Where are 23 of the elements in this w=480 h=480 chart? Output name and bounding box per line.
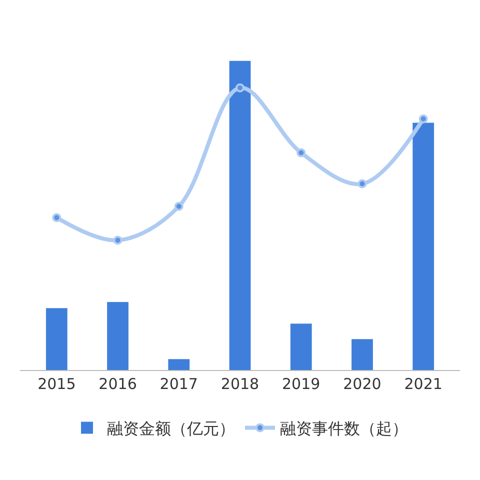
x-tick-label: 2018 (220, 375, 260, 393)
point (236, 83, 244, 92)
bar (290, 324, 312, 370)
x-tick-label: 2017 (160, 375, 198, 393)
legend-label: 融资事件数（起） (280, 418, 408, 438)
point (358, 179, 367, 188)
legend-label: 融资金额（亿元） (107, 418, 235, 438)
point (174, 202, 184, 211)
point (113, 236, 122, 245)
bar (107, 302, 128, 370)
bar (229, 60, 251, 370)
bar (352, 339, 373, 370)
x-tick-label: 2019 (282, 375, 320, 393)
bar (412, 122, 434, 370)
point (52, 213, 62, 222)
x-tick-label: 2020 (343, 375, 382, 393)
bar (46, 308, 68, 370)
point (418, 114, 428, 124)
x-tick-label: 2015 (38, 375, 76, 393)
bar (168, 359, 190, 370)
x-tick-label: 2021 (404, 375, 442, 393)
x-tick-label: 2016 (98, 375, 137, 393)
point (296, 148, 306, 158)
